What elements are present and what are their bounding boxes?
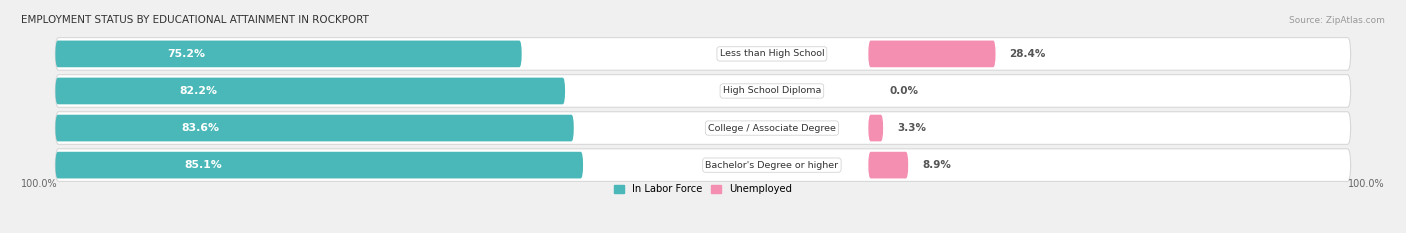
FancyBboxPatch shape xyxy=(55,41,522,67)
Text: 28.4%: 28.4% xyxy=(1010,49,1046,59)
FancyBboxPatch shape xyxy=(869,41,995,67)
Text: 100.0%: 100.0% xyxy=(21,179,58,189)
Text: 0.0%: 0.0% xyxy=(889,86,918,96)
FancyBboxPatch shape xyxy=(869,152,908,178)
Text: 75.2%: 75.2% xyxy=(167,49,205,59)
Text: High School Diploma: High School Diploma xyxy=(723,86,821,96)
FancyBboxPatch shape xyxy=(55,78,565,104)
FancyBboxPatch shape xyxy=(55,149,1351,182)
FancyBboxPatch shape xyxy=(869,115,883,141)
Text: 85.1%: 85.1% xyxy=(184,160,222,170)
Text: Bachelor's Degree or higher: Bachelor's Degree or higher xyxy=(706,161,838,170)
FancyBboxPatch shape xyxy=(55,112,1351,144)
Text: 3.3%: 3.3% xyxy=(897,123,927,133)
Text: Source: ZipAtlas.com: Source: ZipAtlas.com xyxy=(1289,16,1385,25)
Text: EMPLOYMENT STATUS BY EDUCATIONAL ATTAINMENT IN ROCKPORT: EMPLOYMENT STATUS BY EDUCATIONAL ATTAINM… xyxy=(21,15,368,25)
Text: Less than High School: Less than High School xyxy=(720,49,824,58)
Text: 83.6%: 83.6% xyxy=(181,123,219,133)
FancyBboxPatch shape xyxy=(55,152,583,178)
Text: College / Associate Degree: College / Associate Degree xyxy=(709,123,835,133)
FancyBboxPatch shape xyxy=(55,115,574,141)
Text: 100.0%: 100.0% xyxy=(1348,179,1385,189)
Text: 82.2%: 82.2% xyxy=(179,86,217,96)
FancyBboxPatch shape xyxy=(55,75,1351,107)
Text: 8.9%: 8.9% xyxy=(922,160,950,170)
FancyBboxPatch shape xyxy=(55,38,1351,70)
Legend: In Labor Force, Unemployed: In Labor Force, Unemployed xyxy=(614,184,792,194)
